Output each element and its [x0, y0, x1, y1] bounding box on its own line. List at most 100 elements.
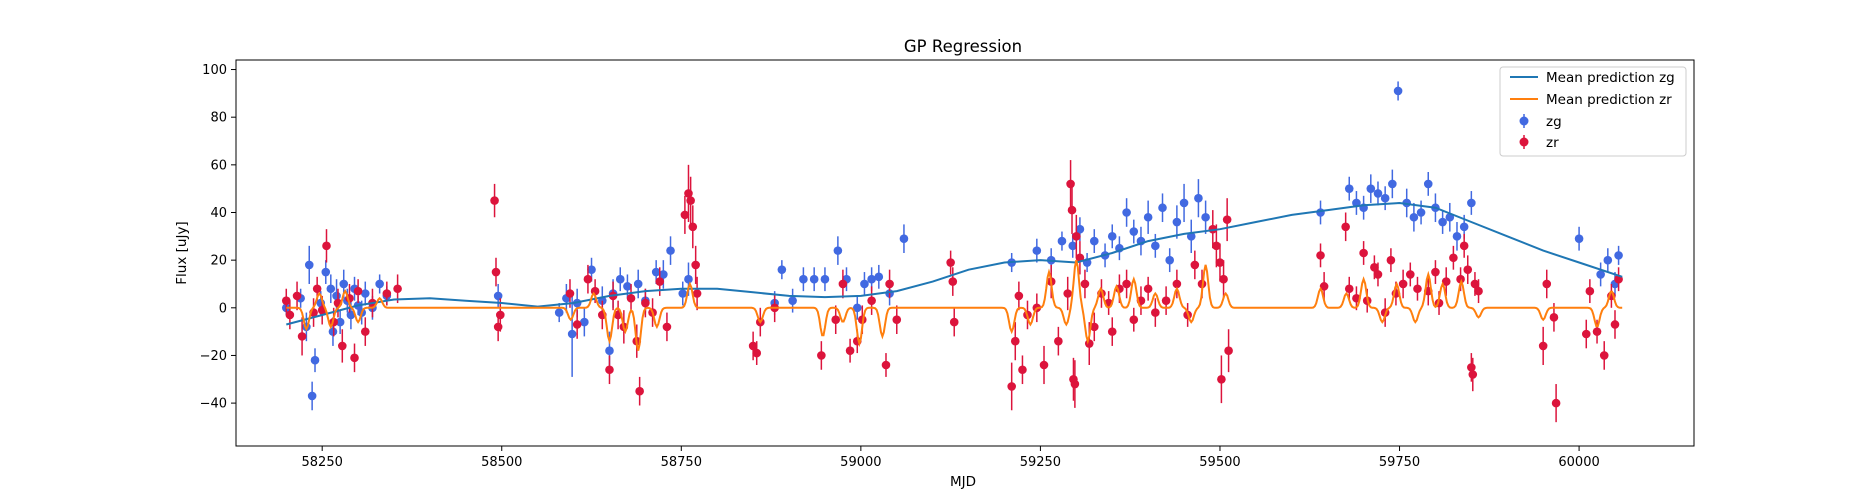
point-zr: [572, 320, 582, 329]
legend-label-zr-points: zr: [1546, 135, 1559, 151]
point-zg: [799, 274, 808, 284]
point-zr: [1431, 267, 1440, 277]
point-zr: [1222, 215, 1232, 224]
point-zg: [1032, 246, 1042, 255]
point-zg: [615, 274, 625, 284]
point-zr: [892, 315, 902, 325]
point-zr: [845, 346, 855, 355]
point-zg: [1393, 86, 1403, 96]
point-zg: [1344, 184, 1354, 193]
point-zg: [321, 267, 331, 277]
legend-box: [1499, 66, 1687, 157]
point-zr: [1151, 308, 1160, 317]
point-zr: [1067, 205, 1077, 215]
x-tick-label: 59750: [1379, 455, 1420, 470]
point-zr: [493, 322, 503, 332]
y-tick-label: 100: [202, 63, 227, 78]
legend: Mean prediction zg Mean prediction zr zg…: [1499, 66, 1687, 157]
point-zr: [752, 348, 762, 358]
point-zg: [788, 296, 797, 305]
point-zg: [1151, 241, 1160, 251]
point-zr: [1010, 336, 1020, 346]
point-zr: [1224, 346, 1233, 355]
point-zg: [777, 265, 787, 274]
point-zr: [312, 284, 322, 294]
legend-label-zg-line: Mean prediction zg: [1546, 70, 1675, 86]
point-zg: [820, 274, 830, 284]
point-zr: [680, 210, 690, 220]
x-tick-label: 59250: [1020, 455, 1061, 470]
point-zr: [1592, 327, 1602, 336]
point-zg: [554, 308, 564, 317]
point-zr: [491, 267, 501, 277]
point-zr: [1441, 277, 1451, 286]
point-zg: [1423, 179, 1433, 189]
point-zr: [1129, 315, 1139, 325]
point-zr: [1072, 232, 1081, 241]
point-zg: [1416, 208, 1426, 217]
x-tick-label: 60000: [1558, 455, 1599, 470]
point-zr: [1190, 260, 1200, 270]
point-zg: [339, 279, 349, 289]
point-zr: [605, 365, 614, 375]
point-zr: [1373, 270, 1383, 279]
point-zr: [641, 298, 650, 308]
point-zg: [1075, 224, 1085, 234]
point-zg: [1129, 227, 1139, 236]
point-zg: [633, 279, 643, 289]
point-zr: [285, 310, 295, 320]
point-zr: [1456, 274, 1465, 284]
point-zr: [817, 351, 826, 360]
point-zr: [1219, 274, 1228, 284]
point-zr: [838, 279, 848, 289]
point-zr: [1107, 327, 1117, 336]
point-zg: [1194, 193, 1203, 203]
point-zr: [496, 310, 505, 320]
point-zg: [493, 291, 503, 301]
point-zr: [946, 258, 955, 267]
legend-marker-zr: [1519, 137, 1529, 147]
point-zr: [1467, 363, 1476, 372]
x-tick-label: 58750: [661, 455, 702, 470]
point-zg: [1614, 251, 1623, 260]
point-zg: [1388, 179, 1397, 189]
point-zg: [1165, 255, 1174, 265]
point-zr: [1161, 296, 1171, 305]
point-zr: [1066, 179, 1075, 189]
point-zr: [1542, 279, 1552, 289]
point-zg: [1089, 236, 1099, 246]
y-tick-label: 60: [210, 158, 227, 173]
point-zr: [1084, 339, 1094, 348]
y-tick-label: −20: [200, 349, 227, 364]
point-zr: [1581, 329, 1591, 339]
point-zr: [281, 296, 291, 305]
point-zg: [1373, 189, 1383, 198]
point-zr: [1089, 322, 1099, 332]
plot-area: [236, 60, 1694, 446]
point-zr: [691, 260, 700, 270]
point-zg: [605, 346, 614, 355]
point-zr: [1319, 282, 1329, 291]
point-zg: [1603, 255, 1613, 265]
point-zg: [1179, 198, 1189, 208]
x-tick-label: 59000: [840, 455, 881, 470]
point-zg: [623, 282, 632, 291]
y-axis: −40 −20 0 20 40 60 80 100: [200, 63, 236, 412]
point-zg: [852, 303, 862, 313]
point-zg: [678, 289, 688, 298]
point-zg: [1596, 270, 1605, 279]
x-axis: 58250 58500 58750 59000 59250 59500 59750 60000: [302, 446, 1600, 470]
point-zr: [1344, 284, 1354, 294]
point-zg: [1459, 222, 1469, 232]
line-mean-prediction-zg: [286, 201, 1623, 326]
point-zr: [1585, 286, 1595, 296]
point-zg: [1172, 217, 1182, 227]
point-zr: [1143, 284, 1153, 294]
point-zg: [1574, 234, 1584, 244]
point-zr: [297, 332, 307, 341]
point-zr: [1215, 258, 1225, 267]
point-zg: [1143, 212, 1153, 222]
point-zg: [1452, 232, 1462, 241]
point-zr: [1075, 253, 1085, 263]
point-zr: [626, 293, 636, 303]
